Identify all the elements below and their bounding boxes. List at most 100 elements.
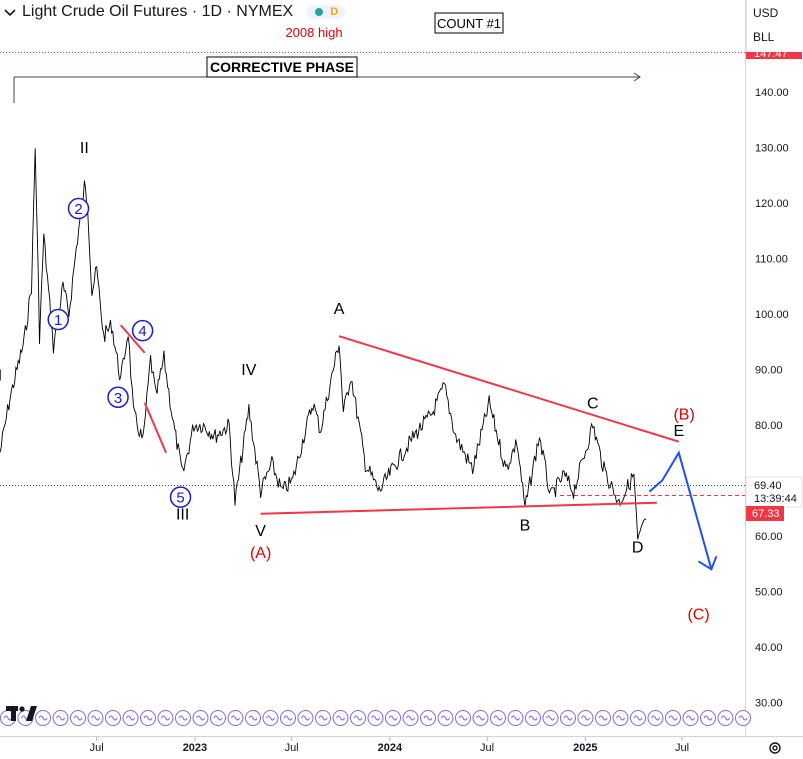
wave-label: III — [176, 506, 189, 523]
event-icon-glyph — [318, 715, 328, 721]
time-axis[interactable]: Jul 2023 Jul 2024 Jul 2025 Jul — [90, 737, 689, 754]
event-icon-glyph — [511, 715, 520, 721]
price-tick-label: 30.00 — [755, 698, 783, 710]
wave-label: 3 — [114, 390, 122, 407]
event-icon-glyph — [546, 715, 555, 721]
status-badge: D — [330, 6, 339, 18]
wave-label: B — [520, 517, 531, 534]
event-icon-glyph — [126, 715, 135, 721]
wave-circle-1 — [47, 308, 69, 331]
market-open-icon — [315, 8, 324, 16]
event-icon-glyph — [266, 715, 275, 721]
event-icon-glyph — [423, 715, 433, 721]
price-tick-label: 60.00 — [755, 531, 783, 543]
event-icon-glyph — [353, 715, 363, 721]
price-tick-label: 80.00 — [755, 420, 783, 432]
support-price-box: 67.33 — [746, 506, 784, 521]
event-icon-glyph — [143, 715, 153, 721]
tradingview-logo-icon[interactable] — [6, 706, 37, 721]
symbol-title[interactable]: Light Crude Oil Futures · 1D · NYMEX — [22, 3, 294, 20]
wave-circle-2 — [67, 197, 90, 220]
event-icon-glyph — [213, 715, 223, 721]
corrective-phase-label: CORRECTIVE PHASE — [210, 59, 354, 75]
event-icon-glyph — [371, 715, 380, 721]
price-line — [0, 148, 647, 540]
gear-icon[interactable] — [767, 740, 783, 756]
price-tick-label: 40.00 — [755, 642, 783, 654]
event-icon-glyph — [248, 715, 258, 721]
time-tick-label: Jul — [675, 742, 689, 754]
trendline-0 — [338, 335, 680, 443]
wave-circle-5 — [169, 486, 192, 508]
event-icon-glyph — [406, 715, 415, 721]
price-tick-label: 140.00 — [755, 87, 789, 99]
event-icon-glyph — [38, 715, 48, 721]
wave-label: 1 — [54, 312, 62, 329]
time-tick-label: 2024 — [378, 742, 403, 754]
event-icon-glyph — [581, 715, 590, 721]
event-icon-glyph — [388, 715, 398, 721]
wave-label: 5 — [176, 490, 184, 507]
wave-label: II — [80, 140, 89, 157]
chevron-down-icon[interactable] — [2, 4, 18, 20]
wave-label: E — [673, 423, 684, 440]
event-icon-glyph — [283, 715, 293, 721]
price-tick-label: 120.00 — [755, 198, 789, 210]
symbol-header[interactable]: Light Crude Oil Futures · 1D · NYMEX D — [0, 0, 346, 24]
event-icon-glyph — [458, 715, 468, 721]
wave-circle-4 — [131, 319, 154, 342]
event-icon-glyph — [493, 715, 503, 721]
market-status: D — [307, 5, 346, 19]
event-icon-glyph — [616, 715, 625, 721]
wave-label: (C) — [687, 606, 709, 623]
event-icon-glyph — [336, 715, 345, 721]
price-tick-label: 50.00 — [755, 587, 783, 599]
corrective-phase-bracket: CORRECTIVE PHASE — [13, 56, 641, 103]
event-icon-glyph — [738, 715, 748, 721]
event-icon-glyph — [476, 715, 485, 721]
event-icon-glyph — [668, 715, 678, 721]
trendlines — [119, 324, 680, 515]
event-icon-glyph — [196, 715, 205, 721]
wave-label: IV — [241, 362, 256, 379]
trendline-1 — [260, 501, 657, 515]
price-series — [0, 148, 647, 540]
price-axis[interactable]: 140.00 130.00 120.00 110.00 100.00 90.00 80.00… — [755, 87, 789, 710]
event-icon-glyph — [563, 715, 573, 721]
wave-label: 2 — [74, 201, 82, 218]
event-icon-glyph — [91, 715, 100, 721]
wave-label: 4 — [138, 323, 146, 340]
event-icon-glyph — [3, 715, 13, 721]
projection-path — [648, 450, 718, 571]
wave-label: A — [334, 301, 345, 318]
price-tick-label: 90.00 — [755, 365, 783, 377]
event-icon-glyph — [721, 715, 730, 721]
wave-label: C — [587, 395, 599, 412]
event-icon-glyph — [703, 715, 713, 721]
scale-options[interactable]: USD BLL — [746, 0, 803, 52]
wave-label: I — [0, 368, 2, 385]
event-icon-glyph — [528, 715, 538, 721]
event-icon-glyph — [686, 715, 695, 721]
trendline-2 — [119, 324, 146, 354]
wave-label: V — [255, 523, 266, 540]
event-icon-glyph — [301, 715, 310, 721]
event-icon-glyph — [598, 715, 608, 721]
2008-high-label: 2008 high — [285, 25, 342, 40]
price-tick-label: 130.00 — [755, 143, 789, 155]
wave-label: (A) — [250, 545, 271, 562]
count-label: COUNT #1 — [437, 16, 501, 31]
unit-selector[interactable]: BLL — [753, 30, 775, 44]
event-icon-glyph — [108, 715, 118, 721]
event-icon-glyph — [161, 715, 170, 721]
projection-line — [648, 450, 713, 570]
current-price: 69.40 — [754, 480, 782, 492]
event-icon-glyph — [633, 715, 643, 721]
currency-selector[interactable]: USD — [753, 6, 779, 20]
price-tick-label: 100.00 — [755, 309, 789, 321]
bar-countdown: 13:39:44 — [754, 493, 797, 505]
wave-label: (B) — [673, 406, 694, 423]
events-strip — [0, 710, 751, 726]
